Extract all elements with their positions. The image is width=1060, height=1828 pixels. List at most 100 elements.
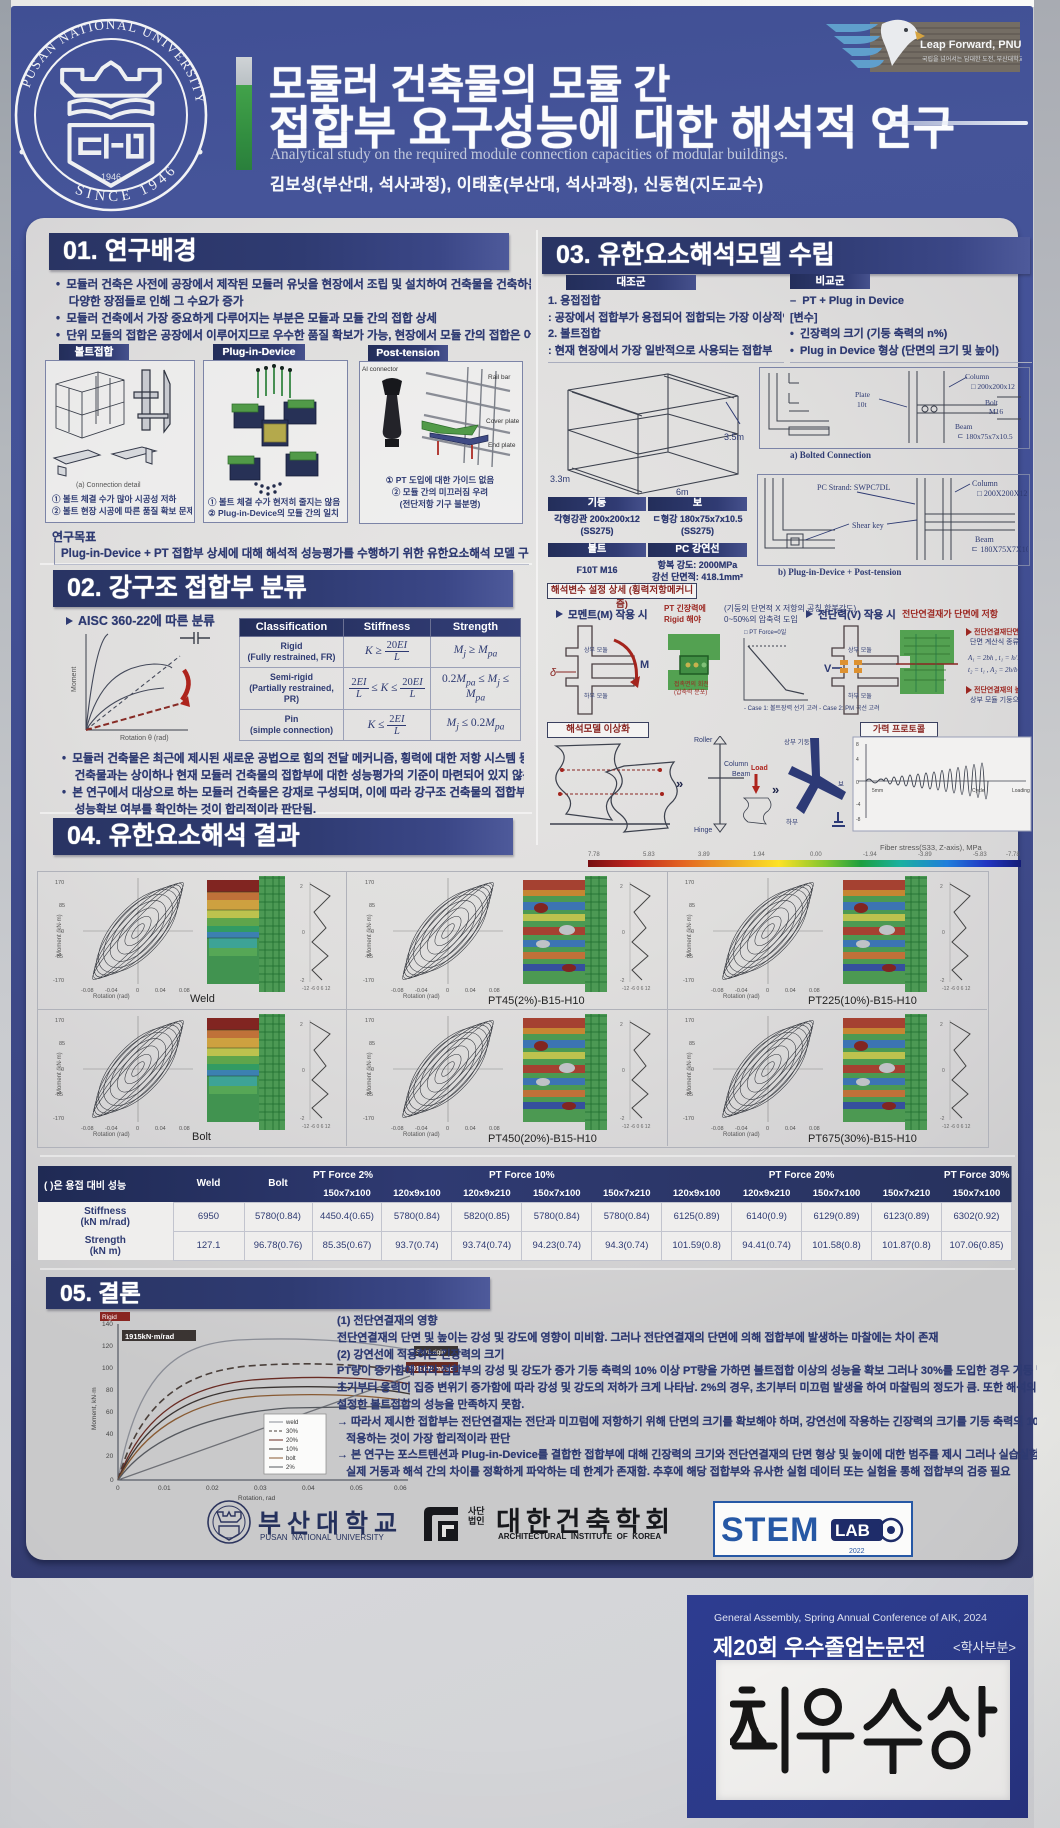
svg-text:0: 0 [110, 1477, 114, 1484]
svg-text:LAB: LAB [835, 1521, 870, 1540]
svg-text:30%: 30% [286, 1429, 299, 1435]
svg-text:② Plug-in-Device의 모듈 간의 일치: ② Plug-in-Device의 모듈 간의 일치 [208, 508, 339, 518]
svg-text:① 볼트 체결 수가 많아 시공성 저하: ① 볼트 체결 수가 많아 시공성 저하 [52, 494, 177, 504]
svg-text:V: V [824, 663, 832, 675]
svg-text:상부 모듈: 상부 모듈 [584, 646, 608, 654]
svg-text:»: » [676, 776, 683, 791]
svg-text:weld: weld [285, 1420, 298, 1426]
svg-text:Column: Column [724, 761, 748, 768]
svg-text:Column: Column [972, 479, 998, 488]
svg-text:1946: 1946 [101, 172, 121, 182]
svg-text:- Case 1: 볼트장력 선기 고려 - Case 2: - Case 1: 볼트장력 선기 고려 - Case 2: PM 곡선 고려 [744, 704, 880, 712]
svg-text:10t: 10t [857, 400, 868, 409]
svg-text:δ: δ [550, 667, 557, 679]
svg-text:Plate: Plate [855, 390, 871, 399]
svg-text:Shear key: Shear key [852, 521, 884, 530]
svg-text:Semi-rigid: Semi-rigid [416, 1349, 446, 1356]
svg-text:40: 40 [106, 1431, 114, 1438]
svg-text:20%: 20% [286, 1438, 299, 1444]
svg-text:End plate: End plate [488, 442, 516, 449]
svg-text:□ 200X200X12: □ 200X200X12 [977, 489, 1027, 498]
svg-text:M16: M16 [989, 407, 1003, 416]
svg-text:1915kN·m/rad: 1915kN·m/rad [125, 1332, 175, 1341]
svg-text:1915kN·m/rad: 1915kN·m/rad [408, 1366, 454, 1373]
svg-text:□ PT Force=0일: □ PT Force=0일 [744, 628, 786, 636]
svg-text:② 모듈 간의 미끄러짐 우려: ② 모듈 간의 미끄러짐 우려 [392, 487, 488, 497]
svg-text:Hinge: Hinge [694, 827, 712, 834]
svg-text:-4: -4 [856, 802, 861, 808]
svg-text:0: 0 [116, 1485, 120, 1492]
svg-text:(a) Connection detail: (a) Connection detail [76, 482, 141, 489]
svg-text:국립을 넘어서는 담대한 도전, 부산대학교: 국립을 넘어서는 담대한 도전, 부산대학교 [922, 55, 1022, 63]
svg-text:80: 80 [106, 1387, 114, 1394]
svg-text:Moment: Moment [71, 667, 78, 692]
svg-text:Moment, kN·m: Moment, kN·m [91, 1387, 98, 1430]
svg-text:Load: Load [751, 765, 768, 772]
svg-text:8: 8 [856, 742, 859, 748]
svg-text:② 볼트 현장 시공에 따른 품질 확보 문제: ② 볼트 현장 시공에 따른 품질 확보 문제 [52, 506, 192, 516]
svg-text:상부 모듈 기둥으로 설정: 상부 모듈 기둥으로 설정 [970, 695, 1018, 704]
svg-text:PC Strand: SWPC7DL: PC Strand: SWPC7DL [817, 483, 890, 492]
svg-text:전단연결재의 높이: 전단연결재의 높이 [974, 685, 1018, 694]
svg-text:하부 모듈: 하부 모듈 [848, 692, 872, 700]
svg-text:접촉면의 회전: 접촉면의 회전 [674, 680, 709, 688]
svg-text:100: 100 [102, 1365, 113, 1372]
svg-text:Loading: Loading [1012, 788, 1030, 794]
svg-text:3.5m: 3.5m [724, 432, 744, 442]
svg-text:bolt: bolt [286, 1456, 296, 1462]
svg-text:0.06: 0.06 [394, 1485, 407, 1492]
svg-text:0.04: 0.04 [302, 1485, 315, 1492]
svg-text:(압축력 분포): (압축력 분포) [674, 688, 707, 696]
svg-text:단면 계산식 종류: 단면 계산식 종류 [970, 637, 1018, 646]
svg-text:보: 보 [838, 780, 844, 788]
svg-text:Beam: Beam [975, 535, 994, 544]
svg-text:Rotation θ (rad): Rotation θ (rad) [120, 735, 169, 742]
svg-text:120: 120 [102, 1343, 113, 1350]
svg-text:t₂ = t₁ , A₂ = 2h/b: t₂ = t₁ , A₂ = 2h/b [968, 666, 1018, 674]
svg-text:□ 200x200x12: □ 200x200x12 [971, 382, 1015, 391]
svg-text:① 볼트 체결 수가 현저히 줄지는 않음: ① 볼트 체결 수가 현저히 줄지는 않음 [208, 497, 340, 507]
svg-text:ㄷ 180x75x7x10.5: ㄷ 180x75x7x10.5 [957, 432, 1013, 441]
svg-text:STEM: STEM [721, 1511, 819, 1549]
svg-text:2%: 2% [286, 1465, 295, 1471]
svg-text:상부 모듈: 상부 모듈 [848, 646, 872, 654]
svg-text:0.03: 0.03 [254, 1485, 267, 1492]
svg-text:10%: 10% [286, 1447, 299, 1453]
svg-text:20: 20 [106, 1453, 114, 1460]
svg-text:SINCE 1946: SINCE 1946 [73, 161, 181, 205]
svg-text:»: » [772, 782, 779, 797]
svg-text:0.02: 0.02 [206, 1485, 219, 1492]
svg-text:4: 4 [856, 757, 859, 763]
svg-text:Rail bar: Rail bar [488, 374, 511, 381]
svg-text:140: 140 [102, 1321, 113, 1328]
svg-text:하부: 하부 [786, 817, 798, 826]
svg-text:ㄷ 180X75X7X10.5: ㄷ 180X75X7X10.5 [971, 545, 1028, 554]
svg-text:Bolt: Bolt [985, 398, 999, 407]
svg-text:2022: 2022 [849, 1548, 865, 1555]
svg-text:Column: Column [965, 372, 989, 381]
svg-text:Rigid: Rigid [102, 1314, 117, 1321]
svg-text:3.3m: 3.3m [550, 474, 570, 484]
svg-text:Rotation, rad: Rotation, rad [238, 1495, 276, 1502]
svg-text:60: 60 [106, 1409, 114, 1416]
svg-text:전단연결재단면: 전단연결재단면 [974, 627, 1018, 636]
svg-text:0.05: 0.05 [350, 1485, 363, 1492]
svg-text:Cycle: Cycle [972, 788, 985, 794]
svg-text:6m: 6m [676, 487, 689, 497]
svg-text:A₁ = 2bh , t₁ = h/10: A₁ = 2bh , t₁ = h/10 [967, 654, 1018, 662]
svg-text:0: 0 [856, 780, 859, 786]
svg-text:Beam: Beam [732, 771, 750, 778]
svg-text:Leap Forward, PNU: Leap Forward, PNU [920, 39, 1022, 51]
svg-text:M: M [640, 659, 649, 671]
svg-text:Beam: Beam [955, 422, 973, 431]
svg-text:PUSAN NATIONAL UNIVERSITY: PUSAN NATIONAL UNIVERSITY [18, 17, 209, 106]
svg-text:0.01: 0.01 [158, 1485, 171, 1492]
svg-text:(전단저항 기구 불분명): (전단저항 기구 불분명) [400, 499, 481, 509]
svg-text:하부 모듈: 하부 모듈 [584, 692, 608, 700]
svg-text:Cover plate: Cover plate [486, 418, 520, 425]
svg-text:① PT 도입에 대한 가이드 없음: ① PT 도입에 대한 가이드 없음 [386, 475, 495, 485]
svg-text:5mm: 5mm [872, 788, 883, 794]
svg-text:Roller: Roller [694, 737, 713, 744]
svg-text:Al connector: Al connector [362, 366, 399, 373]
svg-text:-8: -8 [856, 817, 861, 823]
